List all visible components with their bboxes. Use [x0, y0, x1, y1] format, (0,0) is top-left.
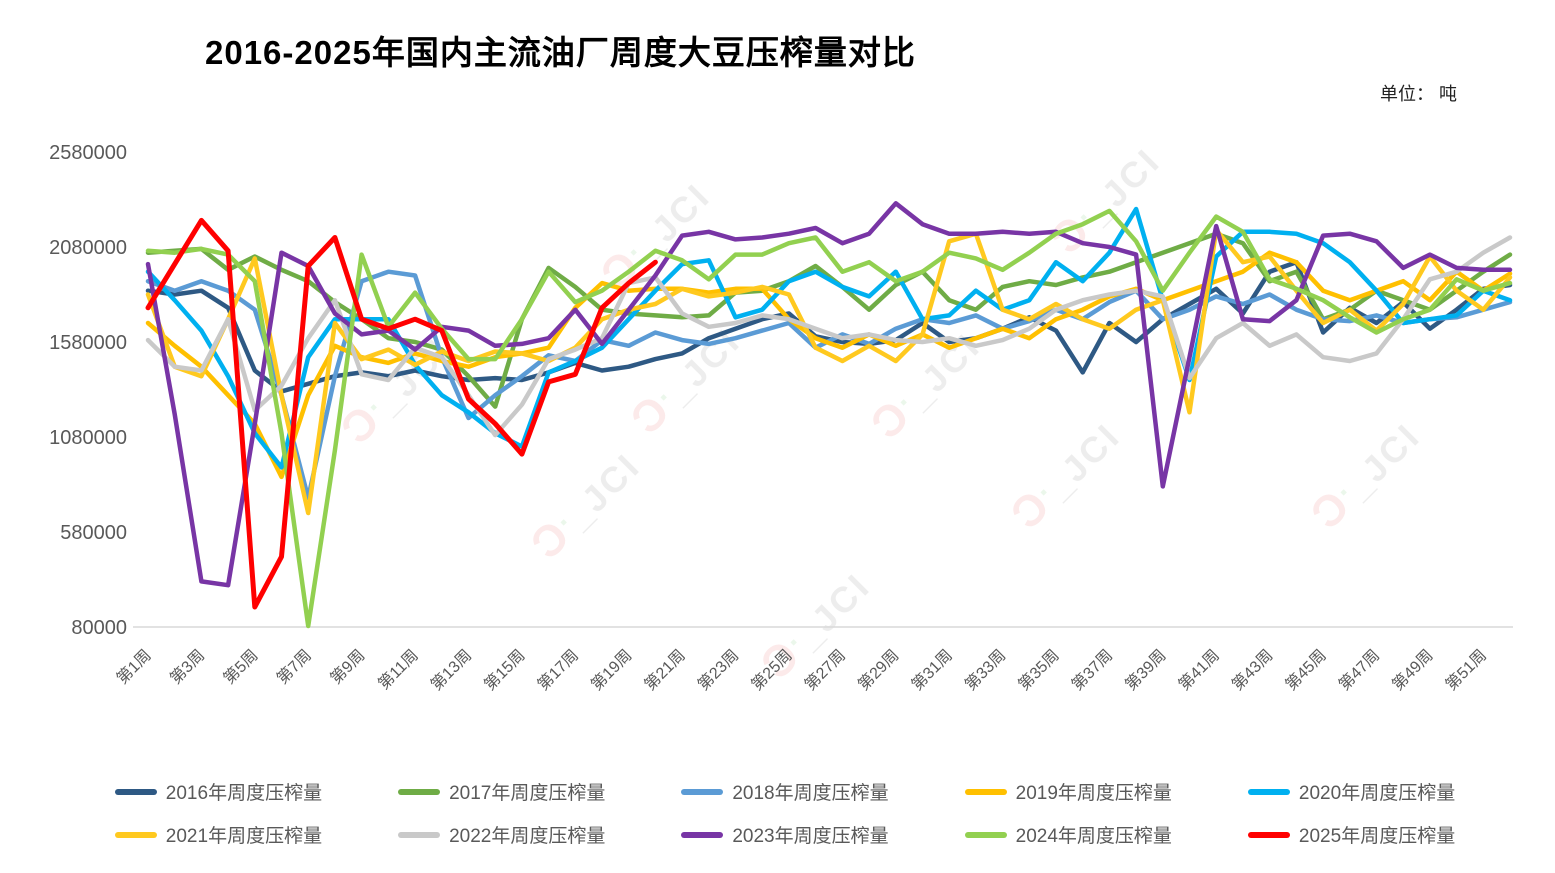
legend-swatch-2017 [398, 788, 441, 795]
legend-swatch-2019 [964, 788, 1007, 795]
unit-label: 单位： 吨 [1379, 84, 1457, 104]
legend-item-2021: 2021年周度压榨量 [114, 821, 323, 848]
x-tick-label: 第15周 [481, 646, 529, 694]
x-tick-label: 第49周 [1389, 646, 1437, 694]
legend-label-2019: 2019年周度压榨量 [1015, 783, 1172, 804]
series-line-2018 [145, 269, 1513, 501]
legend-item-2018: 2018年周度压榨量 [681, 778, 889, 805]
series-line-2025 [145, 217, 658, 610]
y-tick-label: 580000 [60, 522, 127, 544]
legend-row-2: 2021年周度压榨量 2022年周度压榨量 2023年周度压榨量 2024年周度压榨量… [70, 821, 1500, 848]
x-tick-label: 第47周 [1335, 646, 1383, 694]
legend-row-1: 2016年周度压榨量 2017年周度压榨量 2018年周度压榨量 2019年周度压榨量… [70, 778, 1500, 805]
x-tick-label: 第39周 [1122, 646, 1170, 694]
legend-label-2022: 2022年周度压榨量 [449, 826, 606, 847]
legend-item-2016: 2016年周度压榨量 [114, 778, 323, 805]
series-line-2023 [145, 201, 1513, 588]
x-tick-label: 第19周 [588, 646, 636, 694]
x-tick-label: 第3周 [167, 646, 209, 688]
y-tick-label: 1580000 [49, 332, 127, 354]
legend-item-2022: 2022年周度压榨量 [398, 821, 605, 848]
series-line-2019 [145, 250, 1513, 480]
x-tick-label: 第11周 [375, 646, 422, 693]
x-tick-label: 第45周 [1282, 646, 1330, 694]
x-tick-label: 第23周 [694, 646, 742, 694]
x-tick-label: 第35周 [1015, 646, 1063, 694]
x-tick-label: 第13周 [427, 646, 475, 694]
x-tick-label: 第5周 [220, 646, 262, 688]
legend-item-2024: 2024年周度压榨量 [964, 821, 1172, 848]
legend-swatch-2018 [681, 788, 724, 795]
legend-label-2020: 2020年周度压榨量 [1298, 783, 1456, 804]
x-tick-label: 第21周 [641, 646, 689, 694]
x-tick-label: 第1周 [113, 646, 155, 688]
x-tick-label: 第7周 [273, 646, 315, 688]
legend-item-2019: 2019年周度压榨量 [964, 778, 1172, 805]
line-chart: 2580000 2080000 1580000 1080000 580000 80000 第… [49, 142, 1513, 694]
chart-title: 2016-2025年国内主流油厂周度大豆压榨量对比 [205, 34, 916, 71]
legend-label-2023: 2023年周度压榨量 [732, 826, 889, 847]
series-line-2020 [145, 206, 1513, 470]
y-tick-label: 2080000 [49, 237, 127, 259]
x-tick-label: 第9周 [327, 646, 369, 688]
x-tick-label: 第41周 [1175, 646, 1223, 694]
x-tick-label: 第43周 [1229, 646, 1277, 694]
legend-swatch-2022 [398, 831, 441, 838]
x-tick-label: 第31周 [908, 646, 956, 694]
x-tick-label: 第29周 [855, 646, 903, 694]
legend-swatch-2025 [1247, 831, 1290, 838]
legend-item-2017: 2017年周度压榨量 [398, 778, 605, 805]
legend-label-2024: 2024年周度压榨量 [1015, 826, 1172, 847]
legend-swatch-2020 [1247, 788, 1290, 795]
legend-label-2016: 2016年周度压榨量 [165, 783, 323, 804]
legend-label-2018: 2018年周度压榨量 [732, 783, 889, 804]
chart-plot-area: Ͻ▪_JCI Ͻ▪_JCI Ͻ▪_JCI Ͻ▪_JCI Ͻ▪_JCI Ͻ▪_JCI Ͻ▪_J… [49, 140, 1513, 694]
x-tick-label: 第51周 [1442, 646, 1490, 694]
y-tick-label: 80000 [71, 617, 127, 639]
y-tick-label: 1080000 [49, 427, 127, 449]
legend-label-2017: 2017年周度压榨量 [449, 783, 606, 804]
legend-item-2025: 2025年周度压榨量 [1247, 821, 1456, 848]
series-line-2022 [145, 235, 1513, 438]
legend-swatch-2024 [964, 831, 1007, 838]
series-line-2021 [145, 227, 1513, 516]
x-tick-label: 第25周 [748, 646, 796, 694]
x-tick-label: 第37周 [1068, 646, 1116, 694]
legend-swatch-2021 [114, 831, 157, 838]
legend-item-2020: 2020年周度压榨量 [1247, 778, 1456, 805]
series-line-2024 [145, 208, 1513, 629]
x-tick-label: 第17周 [534, 646, 582, 694]
y-tick-label: 2580000 [49, 142, 127, 164]
x-tick-label: 第33周 [961, 646, 1009, 694]
legend-swatch-2023 [681, 831, 724, 838]
legend-item-2023: 2023年周度压榨量 [681, 821, 889, 848]
x-tick-label: 第27周 [801, 646, 849, 694]
legend-label-2025: 2025年周度压榨量 [1298, 826, 1456, 847]
legend-swatch-2016 [114, 788, 157, 795]
legend-label-2021: 2021年周度压榨量 [165, 826, 323, 847]
